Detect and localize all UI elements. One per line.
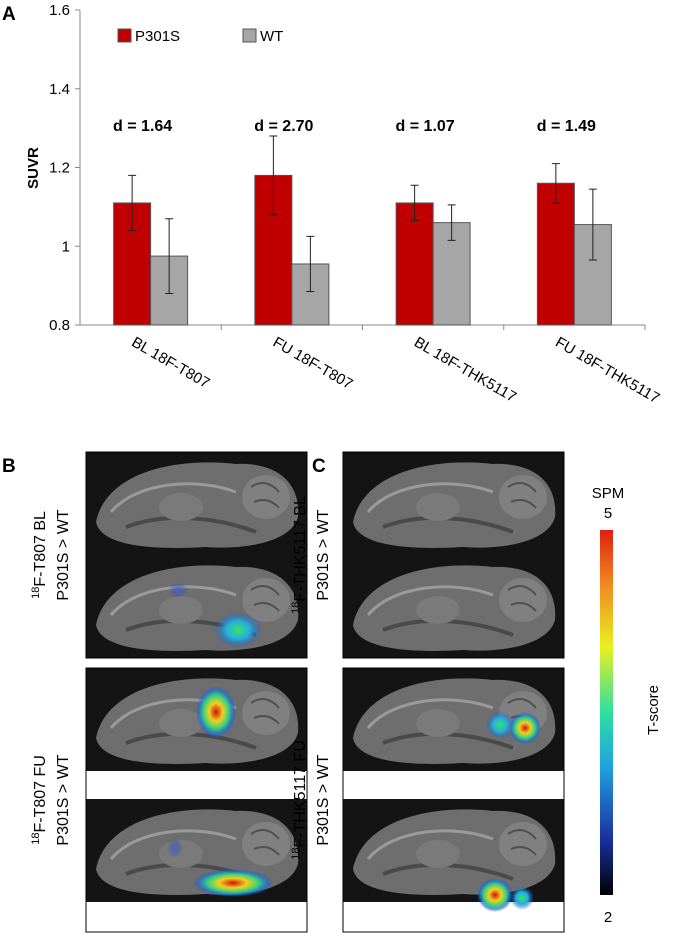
y-axis-label: SUVR	[25, 147, 42, 189]
brain-image	[341, 553, 566, 660]
image-frame	[342, 667, 565, 933]
superscript: 18	[290, 602, 302, 614]
annotation: d = 1.49	[537, 118, 596, 135]
image-frame	[342, 451, 565, 659]
panel-label: B	[2, 456, 16, 477]
activation	[486, 711, 514, 739]
activation	[167, 838, 183, 858]
panel-label: C	[312, 456, 326, 477]
y-tick-label: 1.2	[49, 160, 70, 177]
brain-image	[341, 450, 566, 557]
error-bar	[410, 184, 419, 222]
x-tick-label: BL 18F-THK5117	[411, 334, 519, 406]
x-tick-label: FU 18F-THK5117	[552, 334, 662, 407]
superscript: 18	[290, 848, 302, 860]
x-tick-label: BL 18F-T807	[129, 334, 213, 392]
annotation: d = 2.70	[254, 118, 313, 135]
row-label: P301S > WT	[315, 509, 332, 600]
error-bar	[306, 235, 315, 293]
activation	[510, 886, 534, 910]
error-bar	[165, 218, 174, 294]
brain-image	[84, 666, 309, 773]
y-tick-label: 1.6	[49, 2, 70, 19]
colorbar-title: SPM	[592, 485, 625, 502]
activation	[196, 686, 236, 738]
x-tick-label: FU 18F-T807	[270, 334, 356, 393]
error-bar	[551, 163, 560, 204]
colorbar-max: 5	[604, 505, 612, 522]
error-bar	[128, 174, 137, 231]
legend-label: P301S	[135, 28, 180, 45]
bar	[395, 202, 434, 326]
row-label: P301S > WT	[315, 754, 332, 845]
row-label: 18F-THK5117 FU	[290, 740, 309, 860]
y-tick-label: 0.8	[49, 317, 70, 334]
row-label: P301S > WT	[55, 509, 72, 600]
label-main: F-T807 BL	[32, 511, 49, 587]
annotation: d = 1.07	[396, 118, 455, 135]
activation	[477, 878, 513, 912]
superscript: 18	[30, 587, 42, 599]
panel-label: A	[2, 4, 16, 25]
image-frame	[85, 667, 308, 933]
row-label: P301S > WT	[55, 754, 72, 845]
annotation: d = 1.64	[113, 118, 172, 135]
error-bar	[588, 188, 597, 261]
bar	[536, 182, 575, 326]
row-label: 18F-THK5117 BL	[290, 496, 309, 614]
error-bar	[269, 135, 278, 216]
label-main: F-THK5117 FU	[292, 740, 309, 847]
activation	[168, 582, 188, 598]
image-frame	[85, 451, 308, 659]
brain-image	[84, 450, 309, 557]
brain-image	[84, 553, 309, 660]
activation	[214, 612, 262, 648]
colorbar-min: 2	[604, 909, 612, 926]
colorbar-label: T-score	[645, 685, 662, 735]
activation	[193, 869, 273, 897]
y-tick-label: 1.4	[49, 81, 70, 98]
legend-swatch	[242, 28, 257, 43]
label-main: F-THK5117 BL	[292, 496, 309, 602]
label-main: F-T807 FU	[32, 755, 49, 832]
activation	[509, 712, 541, 744]
brain-image	[341, 797, 566, 904]
y-tick-label: 1	[62, 238, 70, 255]
colorbar	[600, 530, 613, 895]
legend-swatch	[117, 28, 132, 43]
error-bar	[447, 204, 456, 241]
superscript: 18	[30, 833, 42, 845]
legend-label: WT	[260, 28, 283, 45]
row-label: 18F-T807 BL	[30, 511, 49, 599]
row-label: 18F-T807 FU	[30, 755, 49, 845]
